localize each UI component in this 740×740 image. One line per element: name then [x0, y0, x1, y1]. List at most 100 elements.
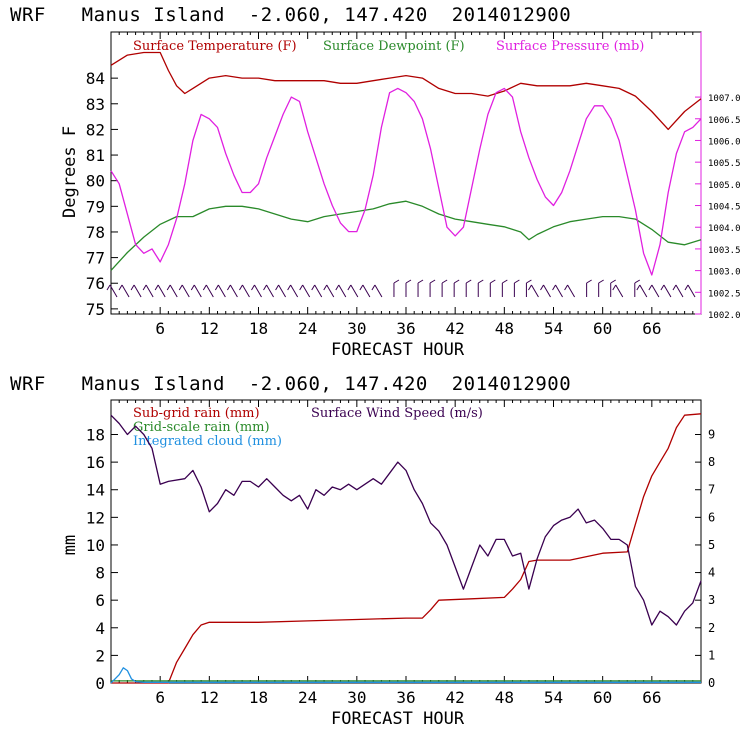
chart1-y-tick-label: 82: [86, 120, 105, 139]
chart1-y-tick-label: 77: [86, 249, 105, 268]
chart2-y-tick-label: 8: [95, 564, 105, 583]
chart2-x-axis-label: FORECAST HOUR: [331, 709, 465, 729]
wind-barb: [564, 284, 576, 298]
chart1-y-tick-label: 78: [86, 223, 105, 242]
wind-barb: [166, 284, 178, 298]
chart2-y2-tick-label: 6: [708, 510, 715, 524]
pressure-line: [110, 87, 702, 276]
chart1-legend-temperature: Surface Temperature (F): [133, 39, 297, 54]
chart1-y2-tick-label: 1004.0: [708, 224, 740, 234]
chart1-x-tick-label: 54: [544, 319, 563, 338]
wind-barb: [263, 284, 274, 298]
wind-barb: [598, 279, 604, 297]
wind-barb: [636, 284, 648, 298]
chart2-x-tick-label: 60: [593, 688, 612, 707]
chart2-x-tick-label: 36: [396, 688, 415, 707]
wind-barb: [359, 284, 371, 298]
chart1-x-axis-label: FORECAST HOUR: [331, 340, 465, 360]
chart2-y2-tick-label: 7: [708, 483, 715, 497]
chart2-y2-tick-label: 2: [708, 621, 715, 635]
wind-barb: [154, 284, 166, 298]
chart1-y-tick-label: 76: [86, 274, 105, 293]
wind-barb: [130, 284, 142, 298]
chart2-y-tick-label: 2: [95, 646, 105, 665]
chart2-legend-subgrid: Sub-grid rain (mm): [133, 406, 260, 421]
chart1-x-tick-label: 66: [642, 319, 661, 338]
integrated-cloud-line: [110, 667, 701, 684]
chart2-legend-cloud: Integrated cloud (mm): [133, 434, 282, 449]
wind-barb: [610, 279, 616, 297]
chart1-x-tick-label: 42: [446, 319, 465, 338]
chart2-x-tick-label: 18: [249, 688, 268, 707]
wind-barb: [540, 284, 551, 298]
wind-barb: [393, 279, 400, 297]
chart2-y2-tick-label: 4: [708, 566, 715, 580]
chart2-y-tick-label: 6: [95, 591, 105, 610]
chart1-y-tick-label: 83: [86, 95, 105, 114]
chart2-y-tick-label: 10: [86, 536, 105, 555]
chart1-frame: [110, 31, 702, 315]
wind-barb: [477, 279, 484, 297]
chart2-y-tick-label: 12: [86, 508, 105, 527]
wind-barb: [142, 284, 154, 298]
chart1-x-tick-label: 60: [593, 319, 612, 338]
wind-barb: [528, 284, 539, 298]
wind-barb: [684, 284, 696, 298]
temperature-line: [110, 51, 702, 131]
chart1-y2-tick-label: 1004.5: [708, 203, 740, 213]
wind-barb: [287, 284, 299, 298]
wind-barb: [118, 284, 130, 298]
dewpoint-line: [110, 200, 702, 271]
chart1-y-tick-label: 84: [86, 69, 105, 88]
chart1-x-tick-label: 18: [249, 319, 268, 338]
chart2-y-tick-label: 0: [95, 674, 105, 693]
wind-barb: [489, 279, 496, 297]
chart1-y2-tick-label: 1002.0: [708, 311, 740, 321]
wind-barb: [586, 279, 592, 297]
chart2-y-tick-label: 4: [95, 619, 105, 638]
chart2-y-tick-label: 18: [86, 426, 105, 445]
wind-barb: [311, 284, 323, 298]
chart1-y2-tick-label: 1003.5: [708, 246, 740, 256]
chart2-x-tick-label: 42: [446, 688, 465, 707]
chart2-x-tick-label: 54: [544, 688, 563, 707]
chart2-x-tick-label: 66: [642, 688, 661, 707]
wind-barb: [525, 279, 532, 297]
wind-barb: [552, 284, 563, 298]
chart2-y2-tick-label: 5: [708, 538, 715, 552]
chart2-x-tick-label: 12: [200, 688, 219, 707]
chart1-x-tick-label: 36: [396, 319, 415, 338]
chart1-legend-dewpoint: Surface Dewpoint (F): [323, 39, 465, 54]
chart2-legend-gridscale: Grid-scale rain (mm): [133, 420, 270, 435]
chart1-y2-tick-label: 1007.0: [708, 94, 740, 104]
chart1-title: WRF Manus Island -2.060, 147.420 2014012…: [10, 4, 572, 26]
wind-barb: [275, 284, 287, 298]
chart1-x-tick-label: 30: [347, 319, 366, 338]
wind-barb: [648, 284, 660, 298]
wind-barb: [513, 279, 520, 297]
chart2-x-tick-label: 48: [495, 688, 514, 707]
chart1-y2-tick-label: 1005.5: [708, 159, 740, 169]
chart1-y2-tick-label: 1005.0: [708, 181, 740, 191]
wind-barb: [226, 284, 238, 298]
wind-barb: [178, 284, 190, 298]
wind-speed-line: [110, 414, 702, 626]
wind-barbs: [106, 279, 696, 298]
chart1-y2-tick-label: 1006.0: [708, 137, 740, 147]
wind-barb: [299, 284, 311, 298]
chart1-x-tick-label: 48: [495, 319, 514, 338]
wind-barb: [335, 284, 347, 298]
wind-barb: [106, 284, 118, 298]
chart1-x-tick-label: 24: [298, 319, 317, 338]
chart1-x-tick-label: 12: [200, 319, 219, 338]
chart2-legend-wind: Surface Wind Speed (m/s): [311, 406, 483, 421]
chart1-y2-tick-label: 1002.5: [708, 289, 740, 299]
wind-barb: [202, 284, 214, 298]
chart2-y2-tick-label: 9: [708, 428, 715, 442]
chart1-y2-tick-label: 1006.5: [708, 116, 740, 126]
wind-barb: [441, 279, 448, 297]
wind-barb: [214, 284, 226, 298]
chart2-y-tick-label: 14: [86, 481, 105, 500]
wind-barb: [672, 284, 684, 298]
